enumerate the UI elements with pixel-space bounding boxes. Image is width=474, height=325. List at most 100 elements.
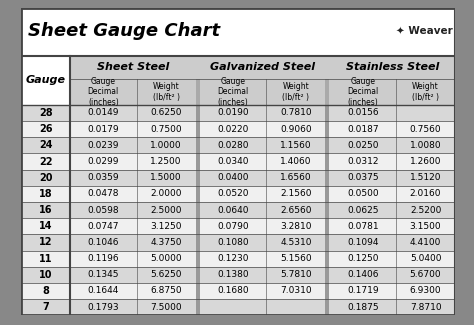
Text: 5.6700: 5.6700 <box>410 270 441 279</box>
Text: 4.4100: 4.4100 <box>410 238 441 247</box>
Text: 5.7810: 5.7810 <box>280 270 312 279</box>
Text: 0.0340: 0.0340 <box>217 157 249 166</box>
Bar <box>21 105 455 121</box>
Bar <box>196 283 200 299</box>
Bar <box>196 234 200 251</box>
Bar <box>196 105 200 121</box>
Text: 2.0160: 2.0160 <box>410 189 441 198</box>
Text: 0.0640: 0.0640 <box>217 205 249 214</box>
Text: 28: 28 <box>39 108 53 118</box>
Bar <box>196 56 200 105</box>
Text: 0.0220: 0.0220 <box>218 125 249 134</box>
Text: 1.2500: 1.2500 <box>150 157 182 166</box>
Text: 7.8710: 7.8710 <box>410 303 441 312</box>
Bar <box>21 170 455 186</box>
Text: 5.6250: 5.6250 <box>150 270 182 279</box>
Bar <box>21 251 455 267</box>
Text: 4.3750: 4.3750 <box>150 238 182 247</box>
Text: 1.6560: 1.6560 <box>280 173 312 182</box>
Bar <box>21 153 455 170</box>
Text: 1.0080: 1.0080 <box>410 141 441 150</box>
Text: 1.2600: 1.2600 <box>410 157 441 166</box>
Text: 0.1080: 0.1080 <box>217 238 249 247</box>
Text: 0.1406: 0.1406 <box>347 270 379 279</box>
Bar <box>21 283 455 299</box>
Bar <box>196 202 200 218</box>
Text: 0.9060: 0.9060 <box>280 125 312 134</box>
Text: 0.0250: 0.0250 <box>347 141 379 150</box>
Bar <box>325 170 329 186</box>
Text: 11: 11 <box>39 254 53 264</box>
Bar <box>196 267 200 283</box>
Text: 2.5200: 2.5200 <box>410 205 441 214</box>
Bar <box>196 299 200 315</box>
Bar <box>196 137 200 153</box>
Text: 0.1230: 0.1230 <box>217 254 249 263</box>
Text: 2.1560: 2.1560 <box>280 189 311 198</box>
Text: 0.1046: 0.1046 <box>88 238 119 247</box>
Text: 0.6250: 0.6250 <box>150 109 182 117</box>
Text: 6.8750: 6.8750 <box>150 286 182 295</box>
Text: Galvanized Steel: Galvanized Steel <box>210 62 315 72</box>
Bar <box>325 218 329 234</box>
Text: 0.0149: 0.0149 <box>88 109 119 117</box>
Text: 7: 7 <box>42 302 49 312</box>
Text: 0.1793: 0.1793 <box>88 303 119 312</box>
Bar <box>325 283 329 299</box>
Bar <box>325 56 329 105</box>
Bar <box>21 234 455 251</box>
Text: 3.1500: 3.1500 <box>410 222 441 231</box>
Bar <box>196 170 200 186</box>
Bar <box>325 137 329 153</box>
Text: 1.5120: 1.5120 <box>410 173 441 182</box>
Text: 24: 24 <box>39 140 53 150</box>
Bar <box>21 8 455 56</box>
Bar <box>21 202 455 218</box>
Text: 1.5000: 1.5000 <box>150 173 182 182</box>
Text: 0.1250: 0.1250 <box>347 254 379 263</box>
Bar <box>325 251 329 267</box>
Bar <box>325 299 329 315</box>
Text: 0.0187: 0.0187 <box>347 125 379 134</box>
Bar <box>196 186 200 202</box>
Text: 1.0000: 1.0000 <box>150 141 182 150</box>
Bar <box>21 299 455 315</box>
Text: ✦ Weaver: ✦ Weaver <box>396 26 453 36</box>
Text: Sheet Gauge Chart: Sheet Gauge Chart <box>28 22 220 40</box>
Text: 0.7500: 0.7500 <box>150 125 182 134</box>
Bar <box>70 56 455 105</box>
Text: 2.0000: 2.0000 <box>150 189 182 198</box>
Text: 0.0312: 0.0312 <box>347 157 379 166</box>
Bar <box>325 105 329 121</box>
Text: 0.0400: 0.0400 <box>217 173 249 182</box>
Bar <box>196 218 200 234</box>
Bar <box>325 202 329 218</box>
Bar <box>196 251 200 267</box>
Text: Weight
(lb/ft² ): Weight (lb/ft² ) <box>412 82 439 102</box>
Bar <box>21 186 455 202</box>
Text: 20: 20 <box>39 173 53 183</box>
Bar <box>21 218 455 234</box>
Text: Gauge
Decimal
(inches): Gauge Decimal (inches) <box>88 77 119 107</box>
Text: 0.0625: 0.0625 <box>347 205 379 214</box>
Text: 0.1094: 0.1094 <box>347 238 379 247</box>
Text: 12: 12 <box>39 238 53 247</box>
Bar <box>325 234 329 251</box>
Text: Gauge: Gauge <box>26 75 66 85</box>
Text: Sheet Steel: Sheet Steel <box>97 62 169 72</box>
Text: 2.5000: 2.5000 <box>150 205 182 214</box>
Bar <box>325 186 329 202</box>
Text: 0.0156: 0.0156 <box>347 109 379 117</box>
Text: 0.1644: 0.1644 <box>88 286 119 295</box>
Text: 22: 22 <box>39 157 53 166</box>
Text: 0.1680: 0.1680 <box>217 286 249 295</box>
Text: 0.0598: 0.0598 <box>88 205 119 214</box>
Text: Stainless Steel: Stainless Steel <box>346 62 439 72</box>
Text: 14: 14 <box>39 221 53 231</box>
Text: 3.1250: 3.1250 <box>150 222 182 231</box>
Text: 16: 16 <box>39 205 53 215</box>
Bar <box>325 121 329 137</box>
Text: 1.1560: 1.1560 <box>280 141 312 150</box>
Text: 0.0179: 0.0179 <box>88 125 119 134</box>
Text: Gauge
Decimal
(inches): Gauge Decimal (inches) <box>347 77 378 107</box>
